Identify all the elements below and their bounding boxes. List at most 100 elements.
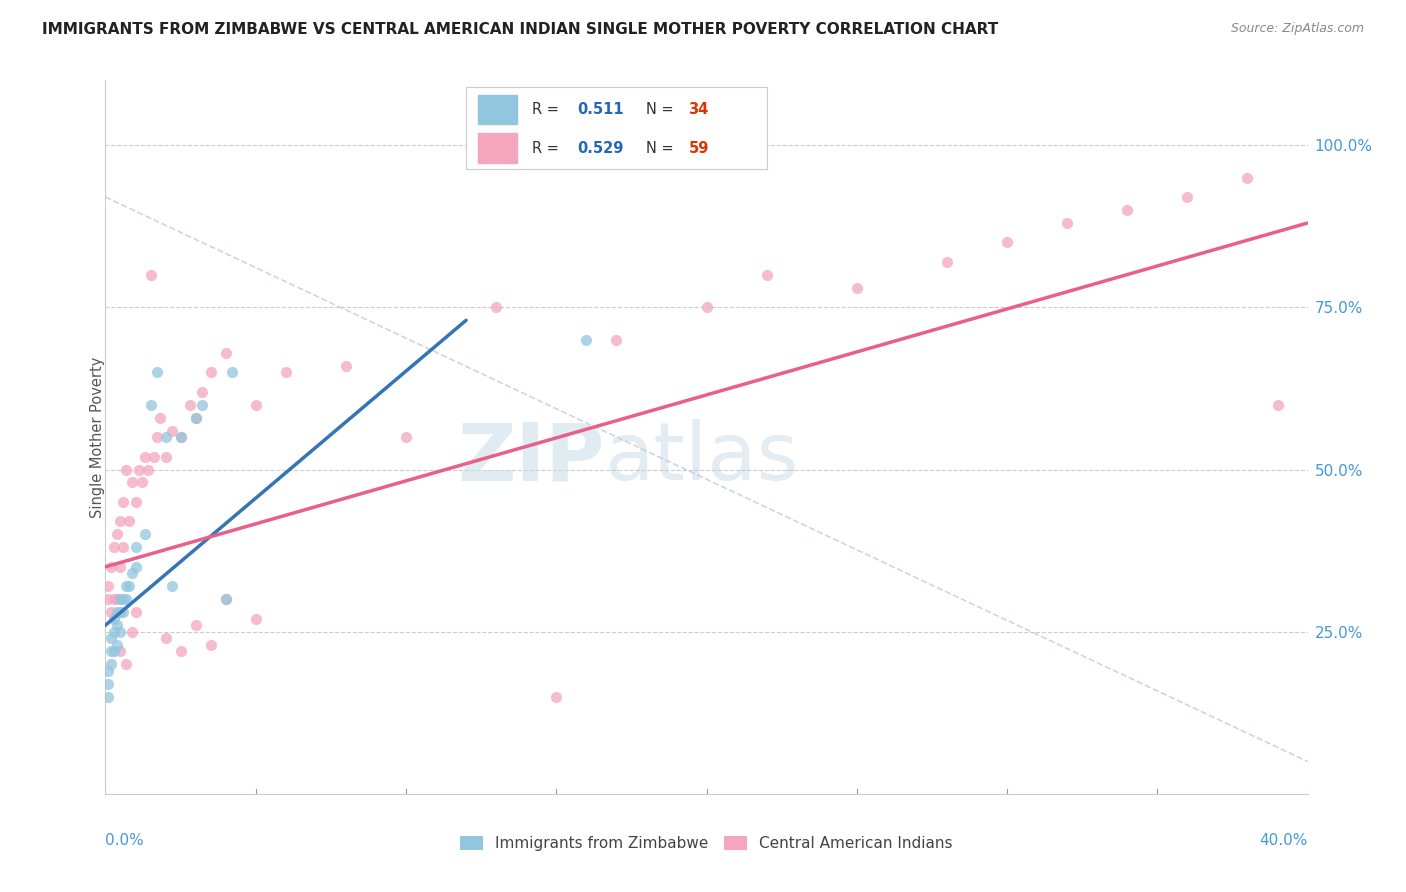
Point — [274, 365, 297, 379]
Point — [107, 605, 129, 619]
Point — [1116, 202, 1139, 217]
Point — [100, 644, 122, 658]
Point — [124, 605, 146, 619]
Point — [134, 450, 156, 464]
Point — [575, 333, 598, 347]
Point — [1175, 190, 1198, 204]
Point — [124, 541, 146, 555]
Legend: Immigrants from Zimbabwe, Central American Indians: Immigrants from Zimbabwe, Central Americ… — [454, 830, 959, 857]
Point — [696, 301, 718, 315]
Point — [121, 566, 143, 581]
Point — [110, 624, 132, 639]
Point — [103, 612, 125, 626]
Point — [145, 365, 167, 379]
Point — [395, 430, 418, 444]
Text: atlas: atlas — [605, 419, 799, 498]
Point — [97, 592, 120, 607]
Point — [155, 631, 177, 645]
Point — [115, 462, 138, 476]
Point — [184, 410, 207, 425]
Point — [1056, 216, 1078, 230]
Point — [112, 592, 135, 607]
Point — [214, 592, 236, 607]
Point — [160, 579, 183, 593]
Point — [131, 475, 153, 490]
Point — [936, 255, 959, 269]
Point — [335, 359, 357, 373]
Point — [184, 618, 207, 632]
Point — [121, 475, 143, 490]
Text: Source: ZipAtlas.com: Source: ZipAtlas.com — [1230, 22, 1364, 36]
Point — [112, 541, 135, 555]
Point — [115, 592, 138, 607]
Text: 40.0%: 40.0% — [1260, 833, 1308, 848]
Point — [112, 605, 135, 619]
Text: 0.0%: 0.0% — [105, 833, 145, 848]
Point — [134, 527, 156, 541]
Point — [155, 450, 177, 464]
Point — [110, 592, 132, 607]
Point — [97, 664, 120, 678]
Point — [118, 515, 141, 529]
Point — [139, 398, 162, 412]
Point — [103, 541, 125, 555]
Point — [245, 612, 267, 626]
Point — [190, 398, 212, 412]
Point — [115, 579, 138, 593]
Point — [118, 579, 141, 593]
Point — [121, 624, 143, 639]
Point — [179, 398, 201, 412]
Point — [107, 638, 129, 652]
Point — [124, 559, 146, 574]
Point — [1267, 398, 1289, 412]
Point — [245, 398, 267, 412]
Point — [142, 450, 165, 464]
Point — [139, 268, 162, 282]
Point — [107, 618, 129, 632]
Point — [485, 301, 508, 315]
Point — [546, 690, 568, 704]
Point — [155, 430, 177, 444]
Point — [214, 592, 236, 607]
Point — [100, 631, 122, 645]
Point — [1236, 170, 1258, 185]
Point — [110, 559, 132, 574]
Point — [845, 281, 868, 295]
Point — [97, 690, 120, 704]
Point — [184, 410, 207, 425]
Point — [214, 345, 236, 359]
Point — [110, 605, 132, 619]
Point — [995, 235, 1018, 250]
Point — [110, 644, 132, 658]
Point — [100, 605, 122, 619]
Point — [160, 424, 183, 438]
Point — [103, 624, 125, 639]
Point — [190, 384, 212, 399]
Point — [97, 676, 120, 690]
Point — [145, 430, 167, 444]
Point — [124, 495, 146, 509]
Point — [107, 592, 129, 607]
Point — [148, 410, 170, 425]
Point — [221, 365, 243, 379]
Point — [755, 268, 778, 282]
Point — [169, 430, 191, 444]
Point — [97, 579, 120, 593]
Point — [200, 638, 222, 652]
Point — [100, 559, 122, 574]
Point — [115, 657, 138, 672]
Point — [136, 462, 159, 476]
Point — [128, 462, 150, 476]
Point — [605, 333, 627, 347]
Point — [107, 527, 129, 541]
Y-axis label: Single Mother Poverty: Single Mother Poverty — [90, 357, 104, 517]
Point — [103, 644, 125, 658]
Point — [169, 430, 191, 444]
Point — [103, 592, 125, 607]
Text: IMMIGRANTS FROM ZIMBABWE VS CENTRAL AMERICAN INDIAN SINGLE MOTHER POVERTY CORREL: IMMIGRANTS FROM ZIMBABWE VS CENTRAL AMER… — [42, 22, 998, 37]
Text: ZIP: ZIP — [457, 419, 605, 498]
Point — [169, 644, 191, 658]
Point — [110, 515, 132, 529]
Point — [100, 657, 122, 672]
Point — [200, 365, 222, 379]
